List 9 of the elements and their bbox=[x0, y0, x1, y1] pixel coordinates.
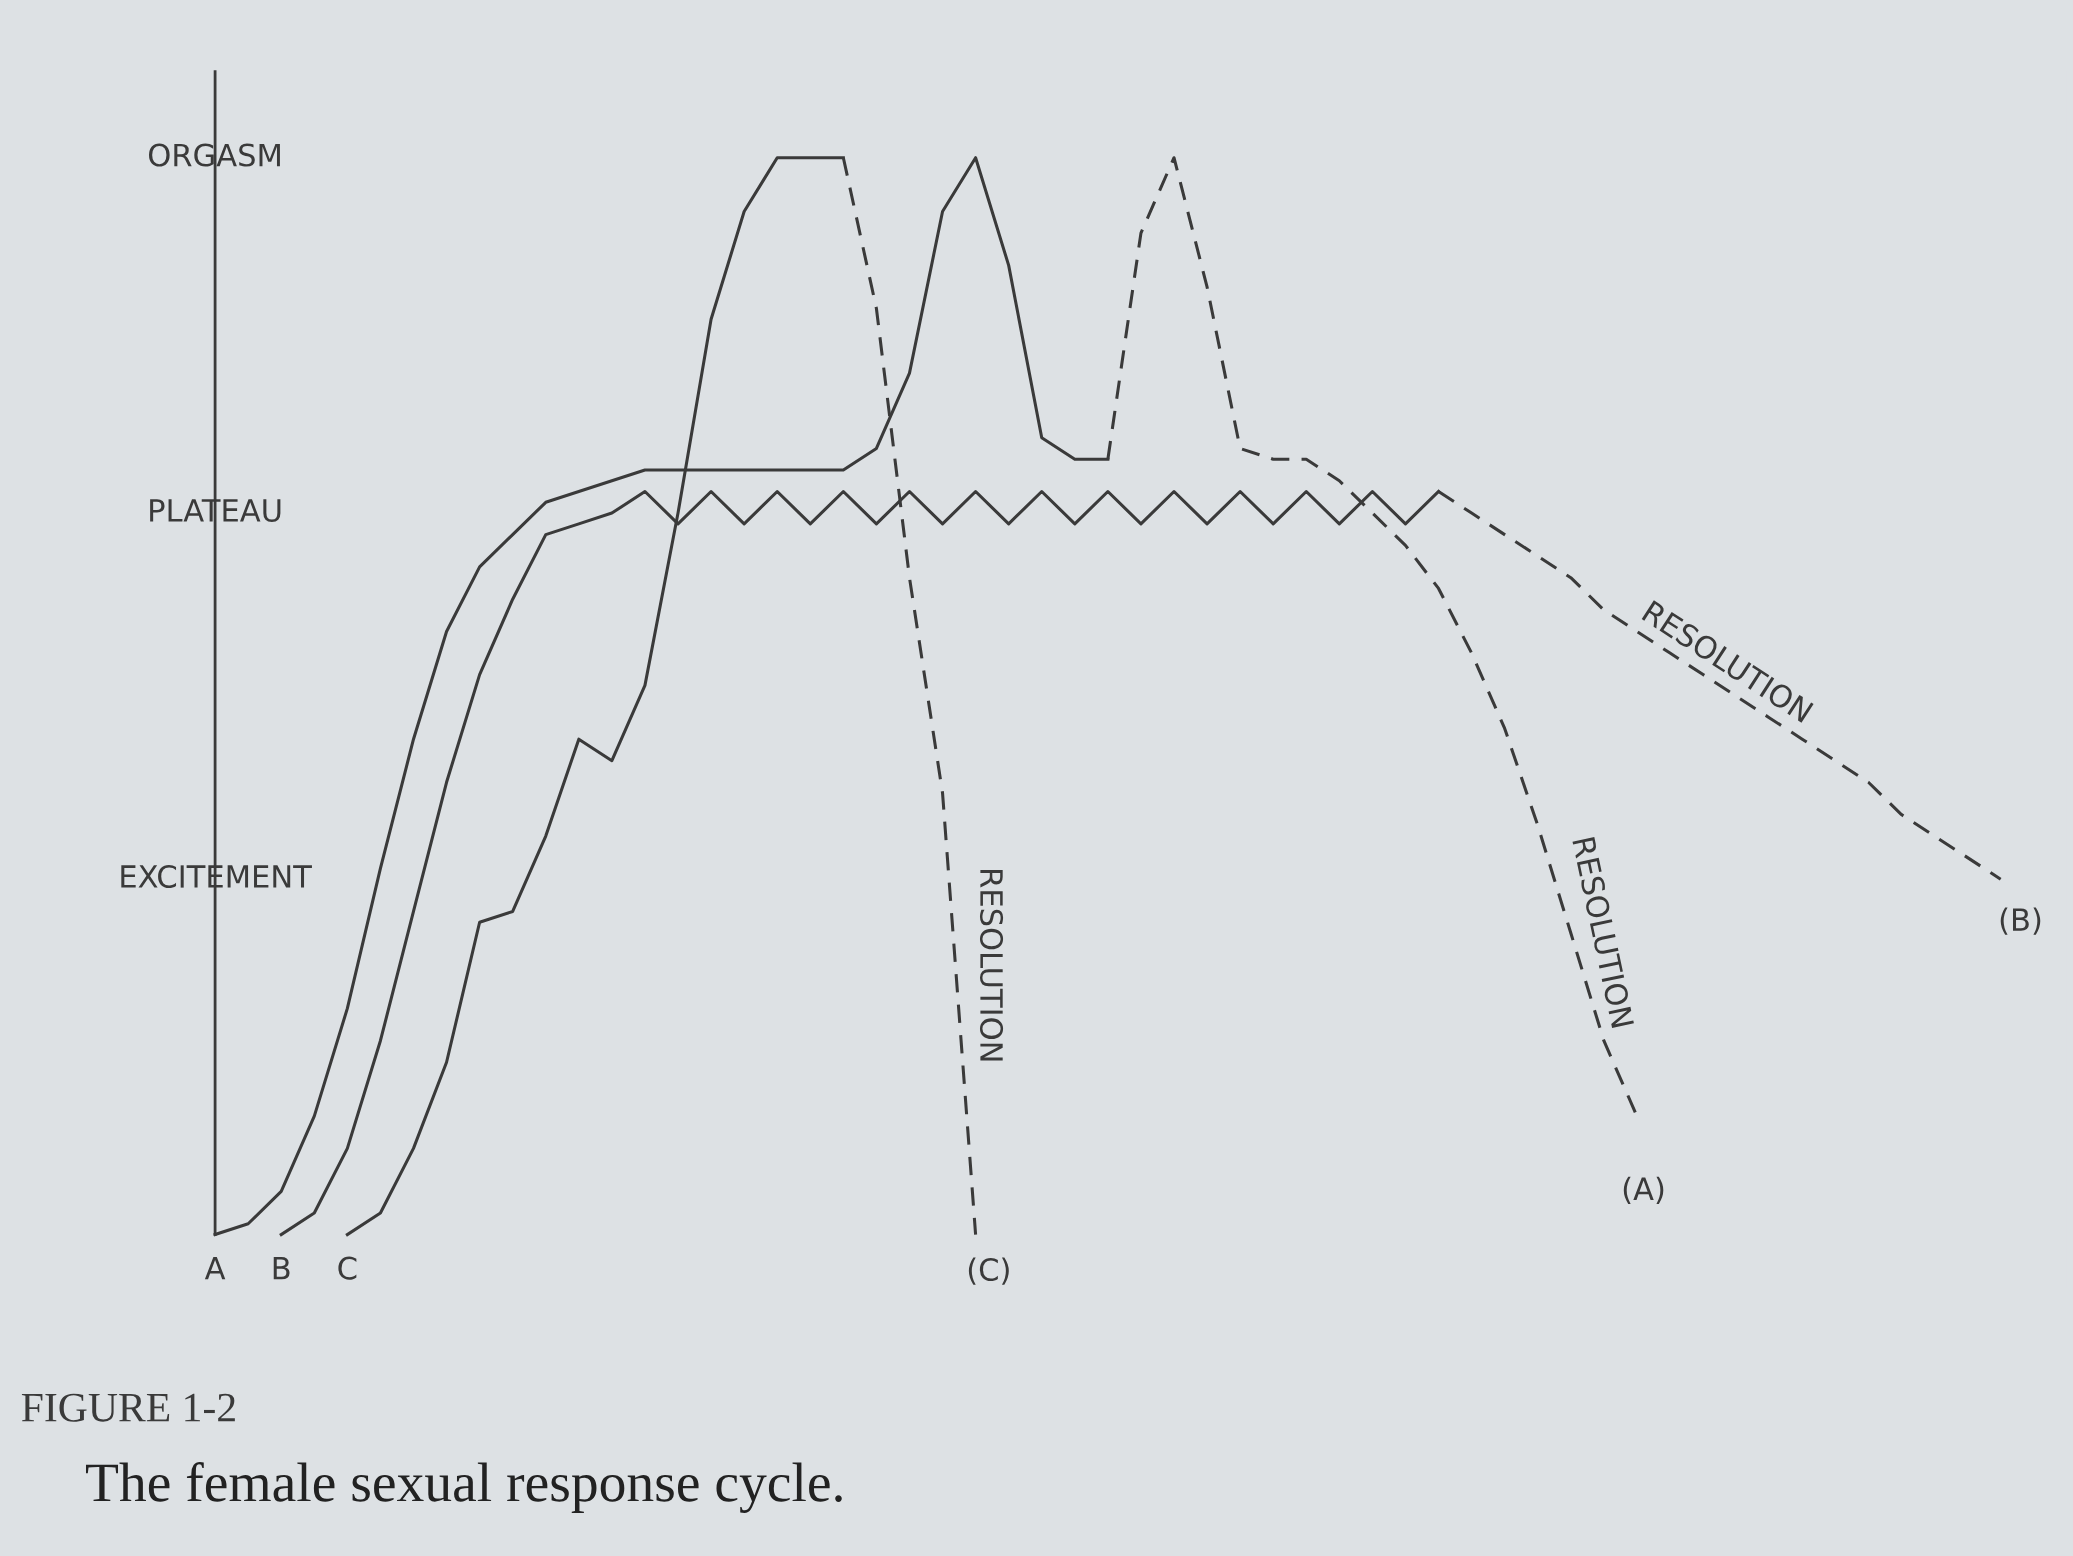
series-label: C bbox=[338, 1256, 357, 1280]
series-label: A bbox=[204, 1257, 226, 1280]
series-label: B bbox=[273, 1257, 290, 1280]
annotation: (B) bbox=[2000, 907, 2041, 935]
text: (C) bbox=[968, 1257, 1009, 1285]
annotation: RESOLUTION bbox=[979, 870, 1004, 1061]
text: The female sexual response cycle. bbox=[86, 1461, 842, 1514]
text: FIGURE 1-2 bbox=[21, 1393, 235, 1422]
annotation: (A) bbox=[1623, 1176, 1664, 1204]
